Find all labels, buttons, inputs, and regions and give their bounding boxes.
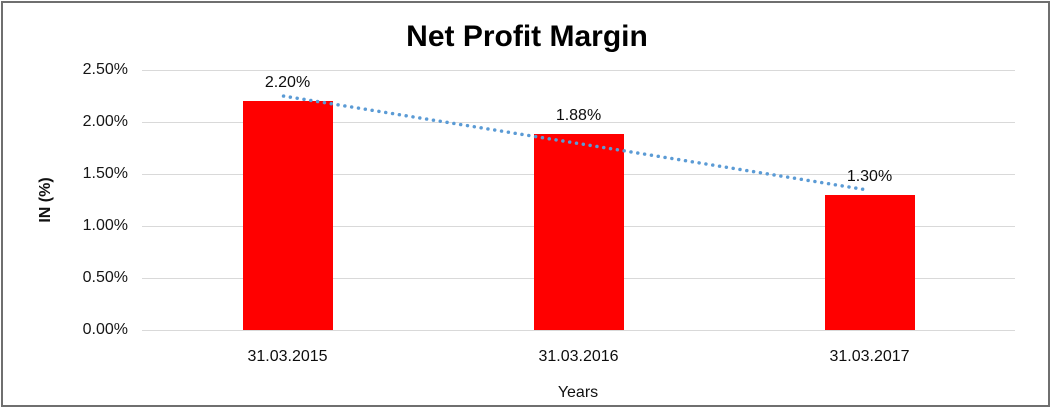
bar bbox=[824, 194, 915, 330]
x-axis-title: Years bbox=[557, 384, 599, 401]
y-tick-label: 1.50% bbox=[82, 165, 128, 182]
y-tick-label: 2.50% bbox=[82, 61, 128, 78]
x-tick-label: 31.03.2017 bbox=[829, 348, 910, 365]
chart-title: Net Profit Margin bbox=[406, 20, 648, 53]
bar-data-label: 1.88% bbox=[555, 107, 602, 125]
bar-data-label: 2.20% bbox=[264, 74, 311, 92]
x-tick-label: 31.03.2016 bbox=[538, 348, 619, 365]
y-axis-title: IN (%) bbox=[37, 177, 54, 223]
y-tick-label: 0.50% bbox=[82, 269, 128, 286]
bar bbox=[242, 101, 333, 330]
gridline bbox=[142, 330, 1015, 331]
x-tick-label: 31.03.2015 bbox=[247, 348, 328, 365]
y-tick-label: 0.00% bbox=[82, 321, 128, 338]
gridline bbox=[142, 70, 1015, 71]
y-tick-label: 2.00% bbox=[82, 113, 128, 130]
bar bbox=[533, 134, 624, 330]
y-tick-label: 1.00% bbox=[82, 217, 128, 234]
bar-data-label: 1.30% bbox=[846, 167, 893, 185]
